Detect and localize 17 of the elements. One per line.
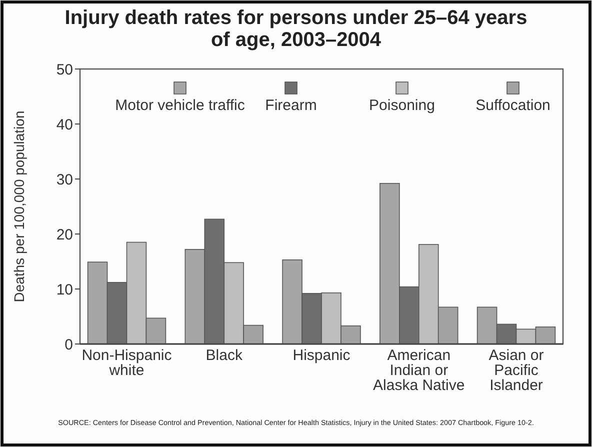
y-tick-label: 30 [56, 171, 73, 188]
x-tick-label: American Indian or Alaska Native [373, 347, 465, 394]
y-tick-label: 50 [56, 61, 73, 78]
legend-label: Motor vehicle traffic [115, 97, 246, 114]
x-tick-label: Black [206, 347, 243, 364]
legend-label: Suffocation [476, 97, 550, 114]
legend-label: Poisoning [369, 97, 435, 114]
x-tick-label: Non-Hispanic white [82, 347, 172, 379]
y-tick-label: 20 [56, 226, 73, 244]
y-tick-label: 40 [56, 116, 73, 134]
chart-title: Injury death rates for persons under 25–64 years of age, 2003–2004 [64, 7, 528, 51]
x-tick-label: Hispanic [292, 347, 351, 364]
y-tick-label: 10 [56, 281, 73, 298]
legend-label: Firearm [265, 97, 317, 114]
x-tick-label: Asian or Pacific Islander [488, 347, 544, 394]
y-axis-title: Deaths per 100,000 population [11, 110, 27, 302]
y-tick-label: 0 [64, 336, 73, 354]
